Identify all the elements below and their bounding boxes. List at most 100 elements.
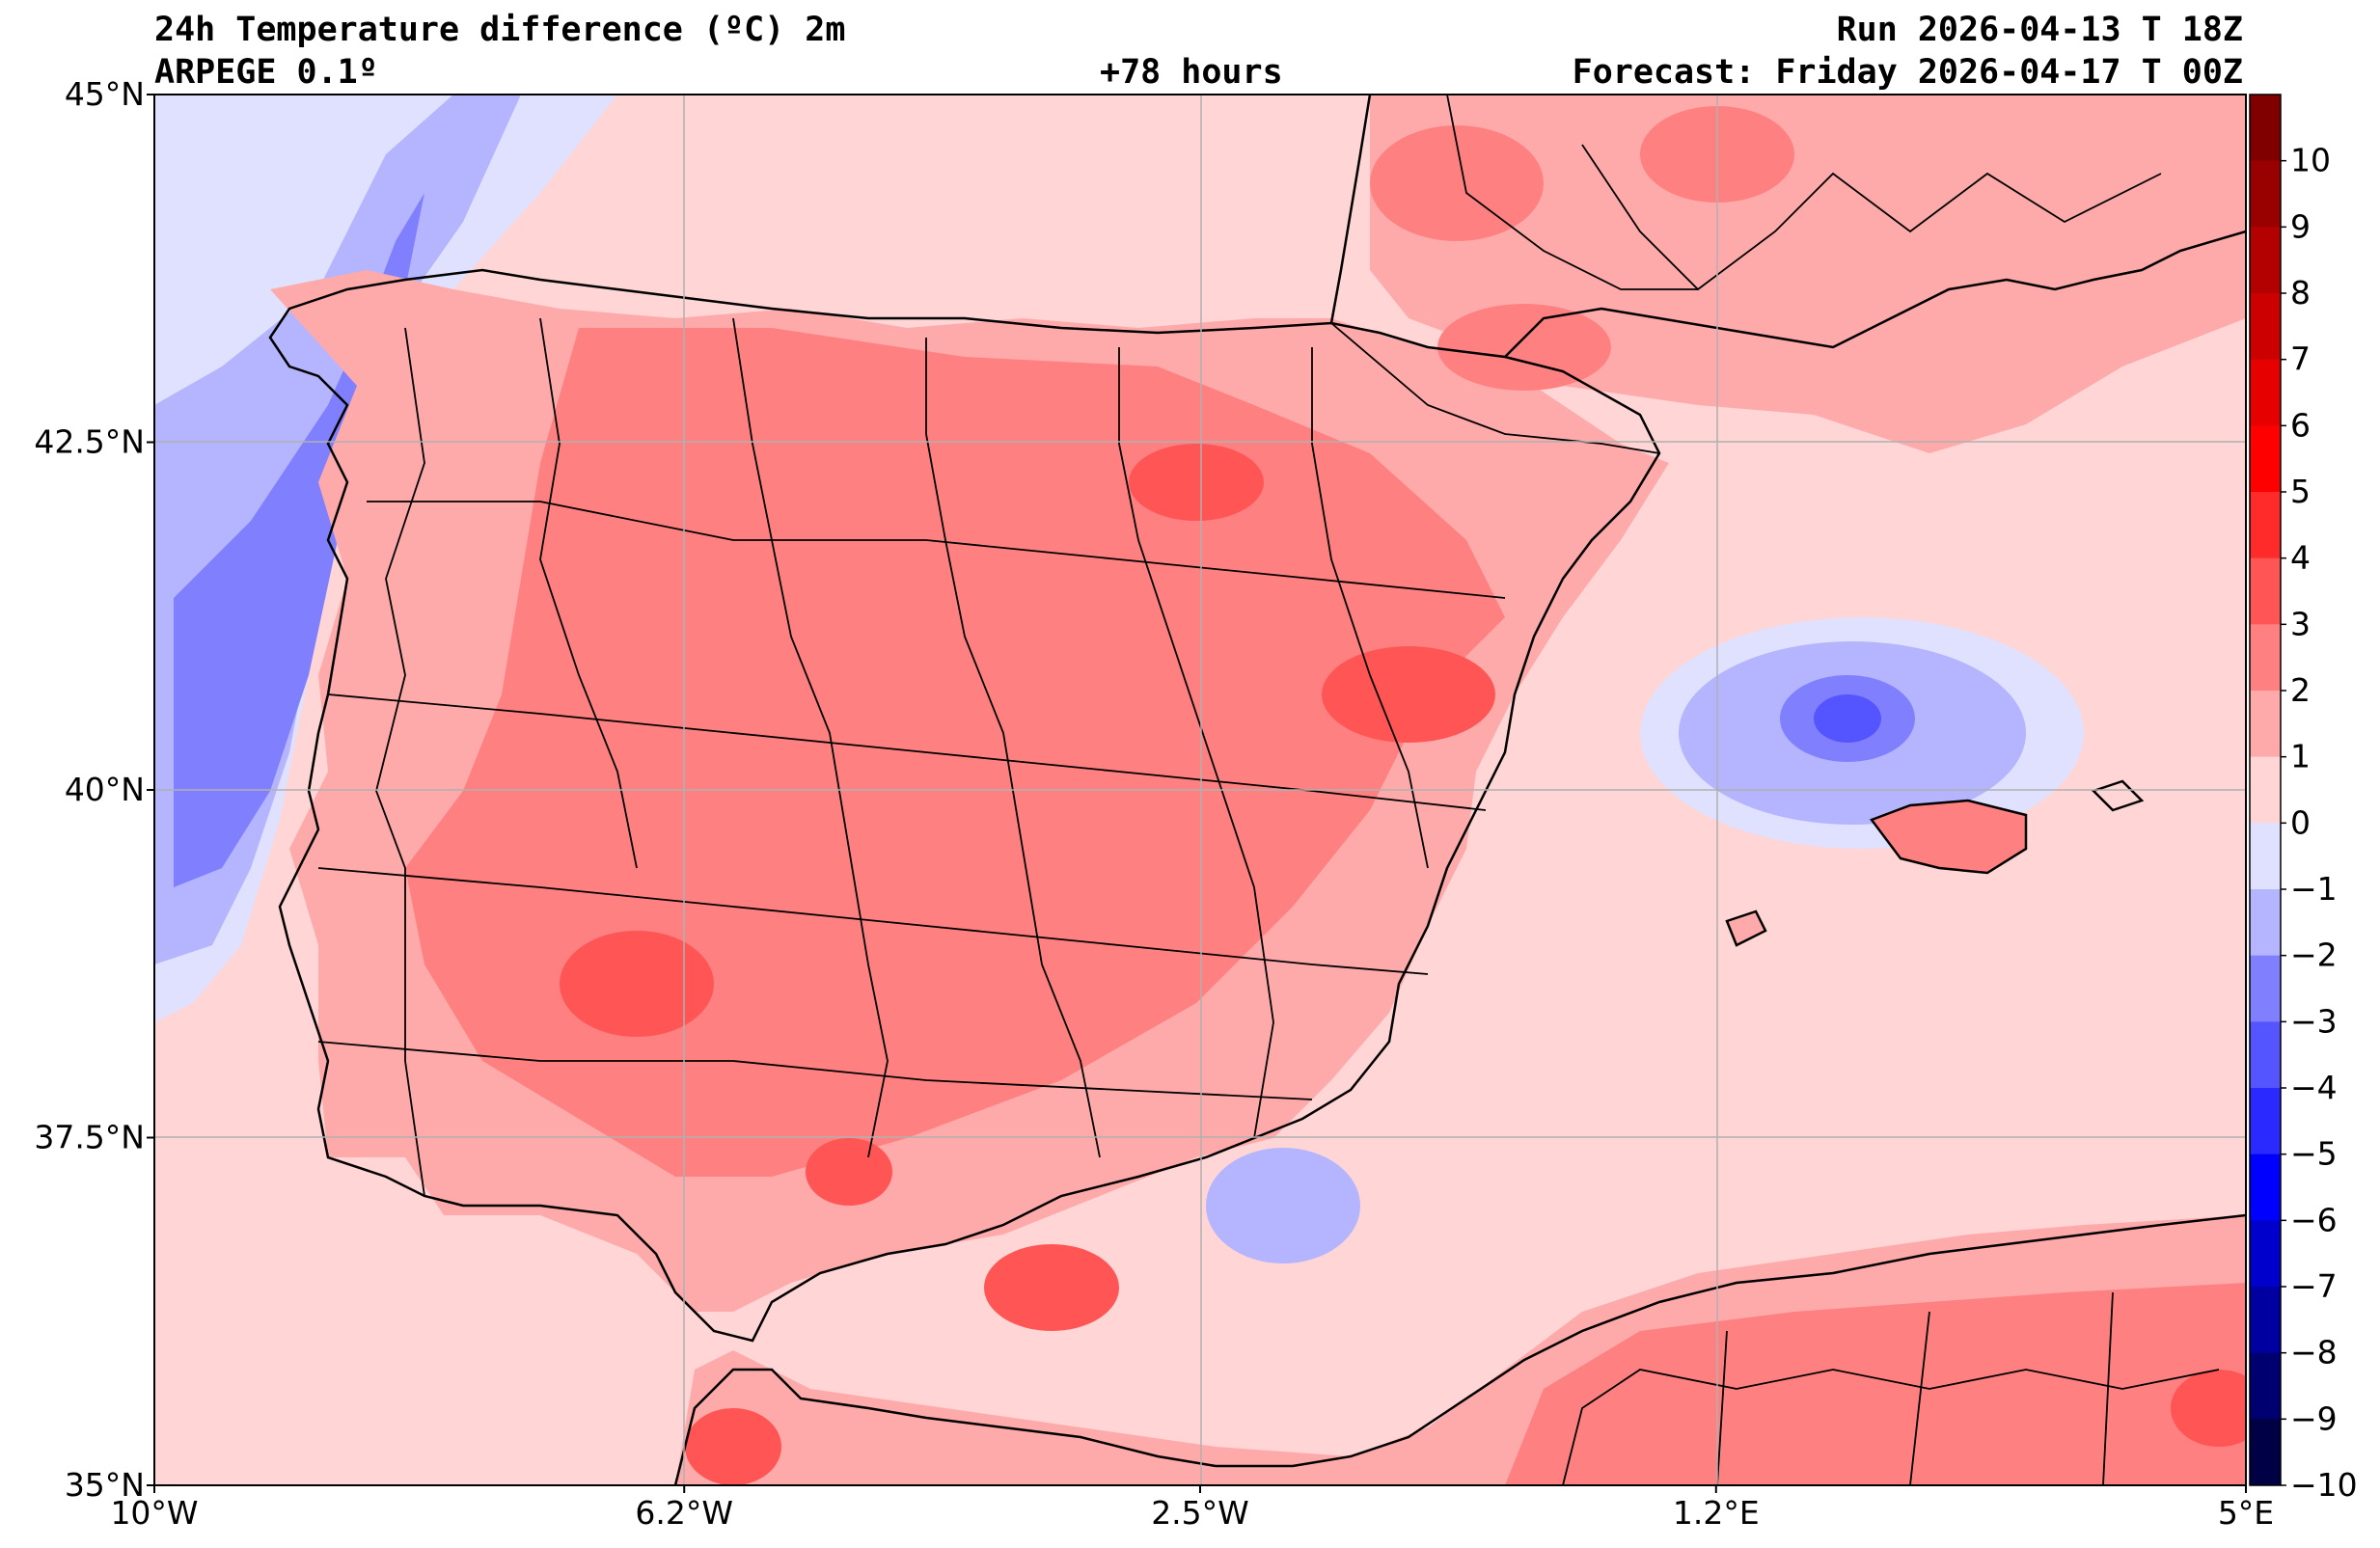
france-warm-zone	[1437, 304, 1611, 391]
colorbar-swatch	[2250, 425, 2281, 493]
longitude-label: 5°E	[2218, 1494, 2274, 1532]
latitude-label: 42.5°N	[34, 423, 145, 461]
spain-france-border	[1330, 322, 1660, 454]
colorbar-swatch	[2250, 293, 2281, 361]
colorbar-swatch	[2250, 823, 2281, 890]
colorbar-label: −3	[2290, 1002, 2338, 1040]
balearic-islands	[1872, 801, 2026, 873]
colorbar-swatch	[2250, 1287, 2281, 1354]
colorbar-label: 8	[2290, 274, 2311, 312]
france-department-border	[1581, 144, 2162, 291]
colorbar-label: −5	[2290, 1135, 2338, 1173]
admin-borders	[317, 95, 2220, 1485]
africa-warm-zone	[1505, 1283, 2246, 1485]
province-border	[732, 317, 889, 1158]
mallorca-coastline	[1869, 799, 2028, 875]
colorbar-swatch	[2250, 492, 2281, 559]
coastlines	[268, 95, 2246, 1485]
colorbar-swatch	[2250, 1088, 2281, 1155]
forecast-time: Forecast: Friday 2026-04-17 T 00Z	[1572, 53, 2243, 92]
model-name: ARPEGE 0.1º	[154, 53, 378, 92]
colorbar-label: 6	[2290, 406, 2311, 444]
province-border	[367, 501, 1506, 599]
latitude-label: 45°N	[65, 75, 145, 113]
colorbar-swatch	[2250, 1419, 2281, 1486]
colorbar-swatch	[2250, 624, 2281, 692]
map-title: 24h Temperature difference (ºC) 2m	[154, 11, 846, 49]
latitude-labels: 45°N 42.5°N 40°N 37.5°N 35°N	[34, 75, 154, 1504]
africa-coastline	[673, 1213, 2246, 1485]
latitude-label: 35°N	[65, 1466, 145, 1504]
province-border	[539, 317, 638, 869]
colorbar-label: 7	[2290, 340, 2311, 378]
colorbar-label: −1	[2290, 870, 2338, 908]
colorbar-swatch	[2250, 889, 2281, 957]
latitude-label: 40°N	[65, 771, 145, 808]
balearic-cool-zone	[1814, 694, 1881, 743]
colorbar-swatch	[2250, 1021, 2281, 1089]
africa-warm-zone	[685, 1408, 781, 1485]
colorbar-swatch	[2250, 1220, 2281, 1288]
colorbar-label: 5	[2290, 473, 2311, 510]
province-border	[1311, 347, 1429, 869]
iberian-warm-zone	[1129, 444, 1264, 521]
province-border	[925, 338, 1101, 1158]
colorbar-swatch	[2250, 160, 2281, 228]
latitude-label: 37.5°N	[34, 1119, 145, 1156]
colorbar-label: −10	[2290, 1466, 2358, 1504]
colorbar-label: −4	[2290, 1069, 2338, 1106]
colorbar-swatch	[2250, 95, 2281, 162]
longitude-label: 2.5°W	[1151, 1494, 1249, 1532]
longitude-labels: 10°W 6.2°W 2.5°W 1.2°E 5°E	[110, 1485, 2274, 1532]
colorbar-label: −9	[2290, 1399, 2338, 1437]
alboran-cool-zone	[1206, 1148, 1360, 1263]
ibiza-coastline	[1725, 910, 1767, 947]
colorbar-label: 0	[2290, 803, 2311, 841]
france-mediterranean-coastline	[1504, 230, 2246, 358]
colorbar-swatch	[2250, 955, 2281, 1022]
colorbar-label: 4	[2290, 539, 2311, 577]
colorbar-label: −2	[2290, 937, 2338, 974]
menorca-coastline	[2091, 779, 2145, 812]
iberian-warm-zone	[984, 1244, 1119, 1331]
province-border	[317, 867, 1429, 975]
colorbar-swatch	[2250, 1352, 2281, 1420]
colorbar-swatch	[2250, 557, 2281, 625]
balearic-islands	[1727, 911, 1765, 945]
province-border	[1118, 347, 1274, 1139]
colorbar-label: 3	[2290, 605, 2311, 642]
colorbar-label: −6	[2290, 1201, 2338, 1238]
colorbar-label: 10	[2290, 142, 2331, 179]
colorbar-label: −8	[2290, 1334, 2338, 1371]
colorbar-label: 1	[2290, 738, 2311, 775]
gridlines	[154, 95, 2246, 1485]
colorbar-label: 9	[2290, 207, 2311, 245]
colorbar-label: 2	[2290, 671, 2311, 709]
run-time: Run 2026-04-13 T 18Z	[1836, 11, 2243, 49]
longitude-label: 1.2°E	[1673, 1494, 1760, 1532]
iberia-coastline	[268, 268, 1661, 1343]
province-border	[327, 693, 1487, 811]
iberian-warm-zone	[806, 1138, 892, 1206]
colorbar-frame	[2249, 94, 2282, 1486]
colorbar-swatch	[2250, 691, 2281, 758]
iberian-warm-zone	[1322, 646, 1495, 743]
longitude-label: 10°W	[110, 1494, 198, 1532]
france-coastline	[1329, 95, 1372, 324]
iberian-warm-zone	[560, 931, 714, 1037]
longitude-label: 6.2°W	[635, 1494, 733, 1532]
colorbar-swatch	[2250, 227, 2281, 294]
france-warm-zone	[1370, 125, 1544, 241]
france-department-border	[1446, 95, 1698, 290]
province-border	[317, 1041, 1313, 1100]
africa-province-border	[1716, 1291, 2114, 1485]
lead-time: +78 hours	[1100, 53, 1283, 92]
colorbar-label: −7	[2290, 1267, 2338, 1305]
africa-province-border	[1562, 1369, 2220, 1485]
africa-warm-zone	[2171, 1370, 2246, 1447]
colorbar-swatch	[2250, 1154, 2281, 1221]
colorbar-swatch	[2250, 359, 2281, 426]
colorbar-swatch	[2250, 756, 2281, 824]
